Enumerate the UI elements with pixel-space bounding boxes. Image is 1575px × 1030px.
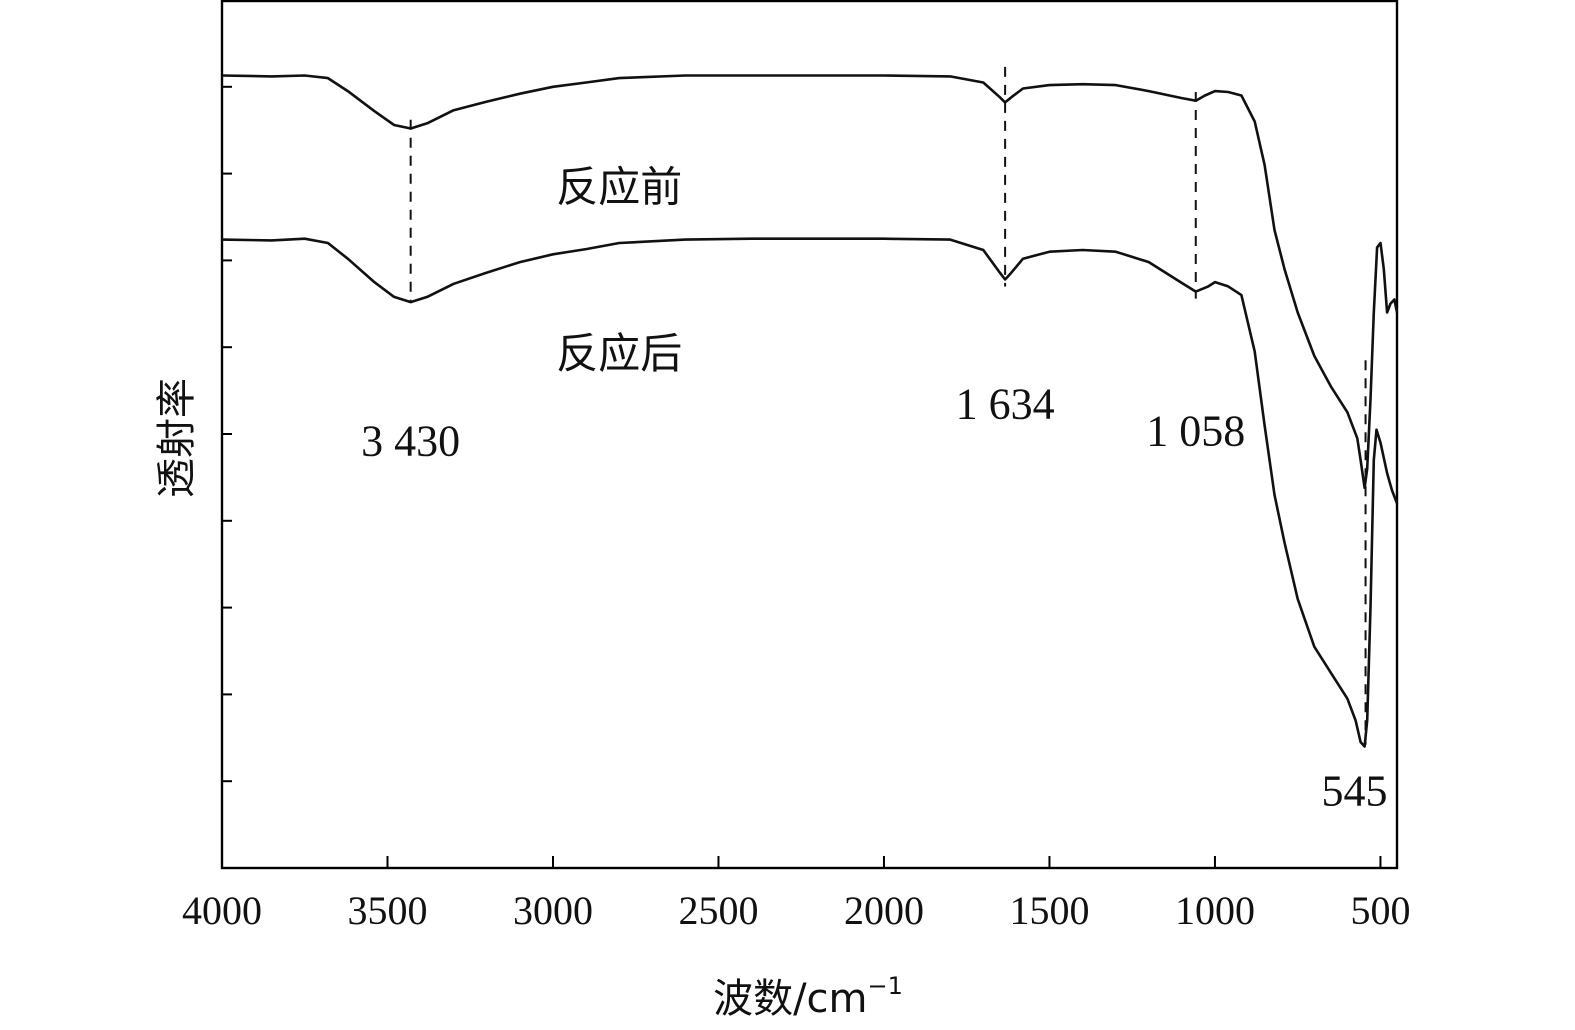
x-tick-label: 4000 — [182, 888, 262, 933]
chart-marks — [221, 66, 1399, 748]
peak-label-3430: 3 430 — [361, 417, 460, 466]
series-line-1 — [221, 74, 1399, 490]
peak-label-545: 545 — [1322, 767, 1388, 816]
x-tick-label: 1500 — [1009, 888, 1089, 933]
x-tick-label: 3500 — [347, 888, 427, 933]
x-tick-label: 500 — [1350, 888, 1410, 933]
chart-text: 波数/cm−1 透射率 4000 3500 3000 2500 2000 1500 1000… — [154, 162, 1410, 1022]
series-label-1: 反应前 — [556, 162, 682, 211]
y-axis-title: 透射率 — [154, 378, 200, 498]
series-label-2: 反应后 — [556, 329, 682, 378]
x-tick-label: 2500 — [678, 888, 758, 933]
peak-label-1058: 1 058 — [1146, 406, 1245, 455]
x-tick-label: 1000 — [1175, 888, 1255, 933]
x-tick-label: 2000 — [844, 888, 924, 933]
x-axis-title-superscript: −1 — [868, 972, 903, 1000]
peak-label-1634: 1 634 — [956, 379, 1055, 428]
x-axis-title: 波数/cm−1 — [713, 972, 903, 1022]
series-line-2 — [221, 237, 1399, 748]
x-tick-label: 3000 — [513, 888, 593, 933]
plot-area — [220, 0, 1399, 870]
x-axis-title-text: 波数/cm — [713, 976, 867, 1022]
